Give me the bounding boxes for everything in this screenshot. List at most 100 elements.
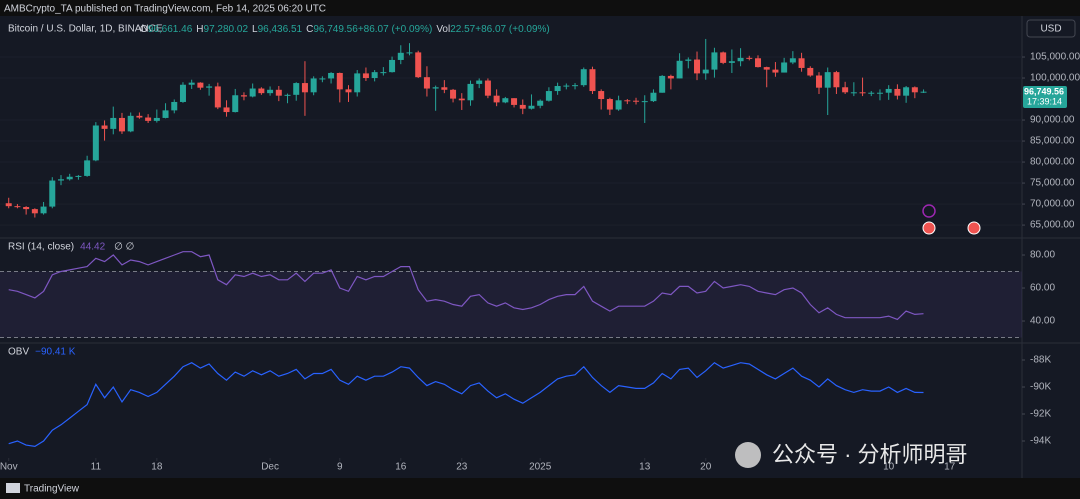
- event-icon[interactable]: [922, 204, 936, 218]
- x-tick-label: 18: [151, 462, 163, 473]
- x-tick-label: 2025: [529, 462, 552, 473]
- candle-body: [920, 91, 927, 93]
- candle-body: [667, 75, 674, 79]
- countdown: 17:39:14: [1027, 96, 1062, 106]
- candle-body: [232, 95, 239, 113]
- candle-body: [389, 59, 396, 73]
- tv-logo: [6, 483, 20, 493]
- candle-body: [894, 88, 901, 96]
- candle-body: [911, 87, 918, 93]
- candle-body: [284, 94, 291, 96]
- currency[interactable]: USD: [1040, 24, 1061, 35]
- candle-body: [720, 52, 727, 63]
- candle-body: [397, 52, 404, 60]
- candle-body: [598, 91, 605, 100]
- y-tick-label: 60.00: [1030, 283, 1055, 294]
- candle-body: [815, 75, 822, 88]
- candle-body: [450, 89, 457, 99]
- candle-body: [188, 82, 195, 85]
- candle-body: [57, 179, 64, 181]
- x-tick-label: 13: [639, 462, 651, 473]
- currency-button[interactable]: [1026, 19, 1076, 38]
- candle-body: [606, 99, 613, 110]
- y-tick-label: -94K: [1030, 436, 1051, 447]
- y-tick-label: 90,000.00: [1030, 115, 1075, 126]
- y-tick-label: 70,000.00: [1030, 199, 1075, 210]
- band-fill: [0, 271, 1022, 338]
- indicator-flags: ∅ ∅: [114, 242, 134, 253]
- candle-body: [75, 175, 82, 177]
- candle-body: [214, 86, 221, 108]
- chart-background: [0, 16, 1080, 478]
- indicator-title: RSI (14, close): [8, 242, 74, 253]
- candle-body: [206, 86, 213, 88]
- candle-body: [118, 117, 125, 132]
- legend-value: 97,280.02: [204, 24, 249, 35]
- candle-body: [868, 92, 875, 94]
- candle-body: [5, 203, 12, 207]
- candle-body: [240, 95, 247, 97]
- candle-body: [441, 87, 448, 90]
- event-icon[interactable]: [922, 221, 936, 235]
- candle-body: [528, 105, 535, 109]
- y-tick-label: 80,000.00: [1030, 157, 1075, 168]
- x-tick-label: 9: [337, 462, 343, 473]
- candle-body: [545, 91, 552, 101]
- candle-body: [301, 83, 308, 93]
- candle-body: [511, 98, 518, 105]
- watermark-text: 公众号 · 分析师明哥: [772, 442, 968, 467]
- candle-body: [127, 115, 134, 132]
- candle-body: [40, 206, 47, 214]
- y-tick-label: 65,000.00: [1030, 220, 1075, 231]
- candle-body: [458, 98, 465, 101]
- candle-body: [197, 82, 204, 88]
- y-tick-label: -92K: [1030, 409, 1051, 420]
- last-price: 96,749.56: [1024, 86, 1064, 96]
- candle-body: [336, 72, 343, 90]
- candle-body: [101, 125, 108, 129]
- y-tick-label: 85,000.00: [1030, 136, 1075, 147]
- price-label: [1023, 86, 1067, 108]
- wechat-icon: [735, 442, 761, 468]
- legend-value: 96,661.46: [148, 24, 193, 35]
- x-tick-label: 16: [395, 462, 407, 473]
- candle-body: [589, 69, 596, 92]
- candle-body: [685, 59, 692, 61]
- plots: Nov 11 18 Dec 9 16 23 2025 13 20 10 17 105,000.00 100…: [0, 24, 1080, 473]
- candle-body: [223, 107, 230, 113]
- candle-body: [476, 80, 483, 84]
- y-tick-label: 105,000.00: [1030, 52, 1080, 63]
- indicator-title: OBV: [8, 347, 29, 358]
- candle-body: [755, 58, 762, 68]
- candle-body: [502, 98, 509, 103]
- candle-body: [572, 85, 579, 87]
- candle-body: [92, 125, 99, 161]
- candle-body: [694, 59, 701, 74]
- candle-body: [903, 87, 910, 96]
- candle-body: [179, 84, 186, 102]
- x-tick-label: 23: [456, 462, 468, 473]
- candle-body: [772, 69, 779, 73]
- x-tick-label: 11: [91, 462, 102, 473]
- candle-body: [371, 72, 378, 79]
- candle-body: [554, 86, 561, 92]
- legend-key: L: [252, 24, 258, 35]
- symbol-title: Bitcoin / U.S. Dollar, 1D, BINANCE: [8, 24, 163, 35]
- candle-body: [633, 100, 640, 102]
- candle-body: [362, 73, 369, 79]
- candle-body: [110, 117, 117, 129]
- y-tick-label: 80.00: [1030, 250, 1055, 261]
- candle-body: [781, 62, 788, 73]
- candle-body: [415, 52, 422, 78]
- candle-body: [432, 87, 439, 89]
- candle-body: [659, 75, 666, 93]
- candle-body: [842, 87, 849, 93]
- legend-key: H: [196, 24, 203, 35]
- y-tick-label: -88K: [1030, 355, 1051, 366]
- event-icon[interactable]: [967, 221, 981, 235]
- indicator-value: 44.42: [80, 242, 105, 253]
- candle-body: [624, 100, 631, 102]
- candle-body: [84, 160, 91, 176]
- candle-body: [650, 92, 657, 102]
- candle-body: [563, 85, 570, 87]
